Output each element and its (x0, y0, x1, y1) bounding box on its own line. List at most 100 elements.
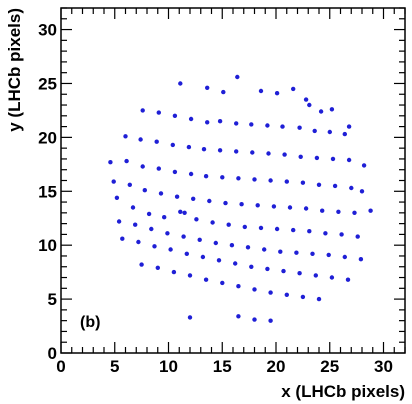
data-point (294, 250, 299, 255)
data-point (200, 254, 206, 260)
data-point (323, 231, 328, 236)
x-tick-label: 30 (374, 357, 393, 376)
data-point (307, 229, 312, 234)
x-tick-label: 20 (267, 357, 286, 376)
data-point (250, 150, 255, 155)
data-point (278, 249, 283, 254)
y-tick-label: 0 (48, 344, 57, 363)
data-point (313, 273, 318, 278)
data-point (274, 226, 280, 232)
y-tick-label: 20 (38, 128, 57, 147)
data-point (368, 208, 373, 213)
data-point (239, 202, 244, 207)
data-point (172, 169, 178, 175)
data-point (300, 294, 306, 300)
data-point (133, 222, 138, 227)
data-point (124, 158, 129, 164)
x-tick-label: 0 (56, 357, 65, 376)
data-point (170, 142, 175, 148)
data-point (255, 203, 260, 208)
data-point (300, 180, 306, 185)
data-point (127, 182, 132, 187)
x-tick-label: 5 (110, 357, 119, 376)
data-point (252, 287, 257, 292)
axis-ticks (60, 7, 406, 354)
data-point (249, 264, 254, 269)
data-point (336, 209, 341, 214)
data-point (165, 231, 170, 236)
data-point (361, 163, 367, 168)
data-point (287, 205, 293, 210)
data-point (291, 227, 296, 233)
data-point (186, 144, 192, 150)
data-point (316, 182, 322, 187)
data-point (346, 124, 352, 129)
data-point (223, 200, 228, 206)
panel-label: (b) (80, 314, 100, 331)
data-point (187, 273, 193, 278)
data-point (178, 209, 183, 214)
data-point (111, 179, 116, 184)
data-point (284, 292, 289, 297)
data-point (358, 257, 364, 262)
data-point (152, 244, 157, 249)
data-point (108, 160, 113, 165)
x-tick-label: 10 (159, 357, 178, 376)
data-point (298, 154, 303, 159)
data-point (123, 134, 128, 139)
data-point (155, 265, 160, 270)
tick-labels: 0 5 10 15 20 25 30 0 5 10 15 20 25 30 (38, 21, 393, 376)
data-point (307, 102, 312, 108)
data-point (156, 166, 161, 171)
data-point (330, 156, 336, 162)
data-point (120, 236, 125, 241)
data-point (318, 109, 324, 114)
data-point (303, 97, 309, 102)
y-tick-label: 5 (48, 290, 57, 309)
data-point (194, 217, 199, 222)
data-point (162, 215, 167, 220)
y-axis-title: y (LHCb pixels) (5, 8, 24, 132)
data-point (184, 251, 189, 256)
data-point (349, 185, 354, 191)
data-point (310, 251, 315, 256)
data-point (262, 247, 267, 252)
data-point (274, 91, 280, 96)
data-point (229, 243, 235, 248)
data-point (213, 240, 218, 246)
data-point (268, 318, 273, 323)
data-point (284, 179, 289, 184)
data-point (282, 152, 287, 157)
data-points (108, 74, 373, 323)
data-point (258, 88, 264, 94)
data-point (130, 205, 136, 210)
data-point (342, 254, 347, 260)
data-point (297, 125, 302, 130)
data-point (136, 239, 141, 245)
data-point (355, 234, 360, 239)
data-point (249, 122, 254, 127)
data-point (303, 206, 309, 211)
data-point (245, 245, 251, 250)
data-point (197, 237, 202, 242)
data-point (158, 191, 164, 196)
y-tick-label: 25 (38, 74, 57, 93)
data-point (346, 157, 352, 163)
data-point (236, 314, 241, 319)
data-point (181, 234, 186, 239)
data-point (342, 131, 347, 137)
data-point (156, 110, 161, 115)
data-point (332, 183, 338, 189)
data-point (205, 120, 210, 125)
data-point (236, 176, 241, 181)
data-point (352, 210, 357, 215)
data-point (178, 81, 183, 86)
data-point (280, 124, 285, 129)
y-tick-label: 30 (38, 21, 57, 40)
data-point (210, 220, 215, 225)
data-point (327, 129, 332, 135)
data-point (271, 204, 277, 209)
y-tick-label: 15 (38, 182, 57, 201)
data-point (220, 175, 225, 180)
